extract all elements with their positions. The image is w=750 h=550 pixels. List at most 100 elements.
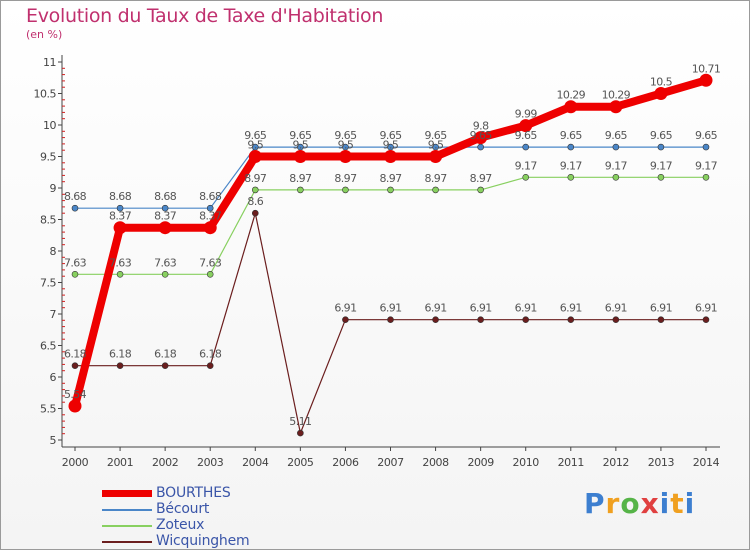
data-point-bourthes [293, 150, 307, 163]
data-point-zoteux [342, 186, 349, 194]
data-point-zoteux [71, 271, 79, 278]
data-label-wicquinghem: 6.91 [470, 302, 492, 315]
data-point-zoteux [161, 271, 169, 278]
data-point-bourthes [158, 221, 172, 235]
x-tick-label: 2006 [332, 456, 359, 469]
data-point-wicquinghem [567, 316, 575, 323]
data-point-bourthes [564, 100, 578, 114]
x-tick-label: 2011 [558, 456, 584, 469]
legend-swatch-zoteux [102, 525, 152, 527]
data-label-zoteux: 8.97 [470, 172, 493, 185]
data-label-becourt: 9.65 [289, 129, 312, 142]
data-point-bourthes [654, 87, 668, 100]
data-point-wicquinghem [161, 362, 169, 369]
y-tick-label: 7 [50, 308, 57, 321]
data-point-bourthes [429, 150, 443, 163]
data-point-bourthes [384, 150, 397, 163]
data-label-becourt: 9.65 [244, 129, 267, 142]
legend-item-becourt: Bécourt [102, 501, 322, 518]
data-label-becourt: 9.65 [650, 129, 673, 142]
data-label-wicquinghem: 6.18 [154, 348, 177, 361]
data-point-bourthes [699, 73, 713, 87]
data-label-becourt: 9.65 [515, 129, 538, 142]
data-label-zoteux: 9.17 [695, 159, 718, 172]
data-point-wicquinghem [206, 362, 214, 369]
legend-label-zoteux: Zoteux [156, 517, 205, 533]
data-label-wicquinghem: 6.91 [650, 302, 672, 315]
data-label-zoteux: 9.17 [650, 159, 673, 172]
data-label-becourt: 9.65 [334, 129, 357, 142]
data-point-wicquinghem [251, 209, 259, 217]
chart-title: Evolution du Taux de Taxe d'Habitation [26, 5, 384, 27]
y-tick-label: 8.5 [40, 214, 56, 227]
data-point-zoteux [432, 186, 439, 194]
data-label-becourt: 8.68 [109, 190, 132, 203]
data-label-wicquinghem: 6.91 [515, 302, 537, 315]
data-label-bourthes: 9.8 [473, 120, 489, 133]
data-point-becourt [477, 143, 484, 151]
data-label-bourthes: 9.5 [428, 139, 444, 152]
data-label-becourt: 8.68 [64, 190, 87, 203]
data-label-wicquinghem: 6.18 [109, 348, 132, 361]
data-point-zoteux [206, 271, 214, 278]
data-label-becourt: 8.68 [199, 190, 222, 203]
y-tick-label: 5.5 [40, 403, 56, 416]
x-tick-label: 2012 [603, 456, 629, 469]
chart-data-labels: 8.68 8.68 8.68 8.68 9.65 9.65 9.65 9.65 9.65 9.65… [64, 62, 721, 428]
y-tick-label: 10.5 [34, 88, 57, 101]
data-point-wicquinghem [387, 316, 394, 323]
data-point-wicquinghem [116, 362, 124, 369]
data-label-wicquinghem: 6.91 [605, 302, 627, 315]
data-label-bourthes: 9.5 [247, 139, 263, 152]
legend-label-wicquinghem: Wicquinghem [156, 533, 250, 549]
data-label-bourthes: 10.29 [602, 89, 631, 102]
proxiti-logo: Proxiti [584, 487, 696, 520]
data-label-zoteux: 8.97 [379, 172, 402, 185]
data-label-zoteux: 7.63 [64, 256, 87, 269]
data-label-bourthes: 8.37 [109, 210, 132, 223]
chart-series-layer [68, 73, 713, 437]
data-point-bourthes [113, 221, 127, 235]
data-point-bourthes [519, 119, 533, 133]
data-point-zoteux [522, 173, 530, 181]
data-label-becourt: 9.65 [695, 129, 718, 142]
data-point-wicquinghem [432, 316, 439, 323]
data-label-becourt: 9.65 [605, 129, 628, 142]
data-point-zoteux [612, 173, 620, 181]
data-point-becourt [161, 204, 169, 212]
data-label-bourthes: 10.29 [557, 89, 586, 102]
data-label-zoteux: 8.97 [425, 172, 448, 185]
data-point-wicquinghem [71, 362, 79, 369]
data-label-zoteux: 8.97 [289, 172, 312, 185]
data-point-bourthes [68, 399, 82, 413]
legend-swatch-becourt [102, 509, 152, 511]
x-tick-label: 2009 [467, 456, 494, 469]
data-label-bourthes: 9.99 [515, 108, 538, 121]
data-label-zoteux: 9.17 [605, 159, 628, 172]
data-label-wicquinghem: 8.6 [247, 195, 263, 208]
data-point-wicquinghem [702, 316, 710, 323]
legend-item-zoteux: Zoteux [102, 517, 322, 534]
data-point-zoteux [657, 173, 665, 181]
data-label-wicquinghem: 6.91 [695, 302, 717, 315]
data-point-zoteux [251, 186, 259, 194]
data-label-zoteux: 7.63 [199, 256, 222, 269]
x-tick-label: 2002 [152, 456, 178, 469]
data-label-wicquinghem: 6.18 [64, 348, 87, 361]
x-tick-label: 2001 [107, 456, 133, 469]
y-tick-label: 9.5 [40, 151, 56, 164]
series-becourt [71, 143, 710, 212]
chart-subtitle: (en %) [26, 28, 63, 41]
legend-label-becourt: Bécourt [156, 501, 210, 517]
data-point-becourt [612, 143, 620, 151]
data-label-wicquinghem: 5.11 [289, 415, 311, 428]
data-point-bourthes [203, 221, 217, 235]
data-label-becourt: 9.65 [379, 129, 402, 142]
data-label-wicquinghem: 6.91 [560, 302, 582, 315]
data-point-wicquinghem [612, 316, 620, 323]
data-point-zoteux [702, 173, 710, 181]
data-point-zoteux [297, 186, 304, 194]
data-point-bourthes [474, 131, 488, 145]
x-tick-label: 2008 [422, 456, 449, 469]
data-label-becourt: 9.65 [560, 129, 583, 142]
